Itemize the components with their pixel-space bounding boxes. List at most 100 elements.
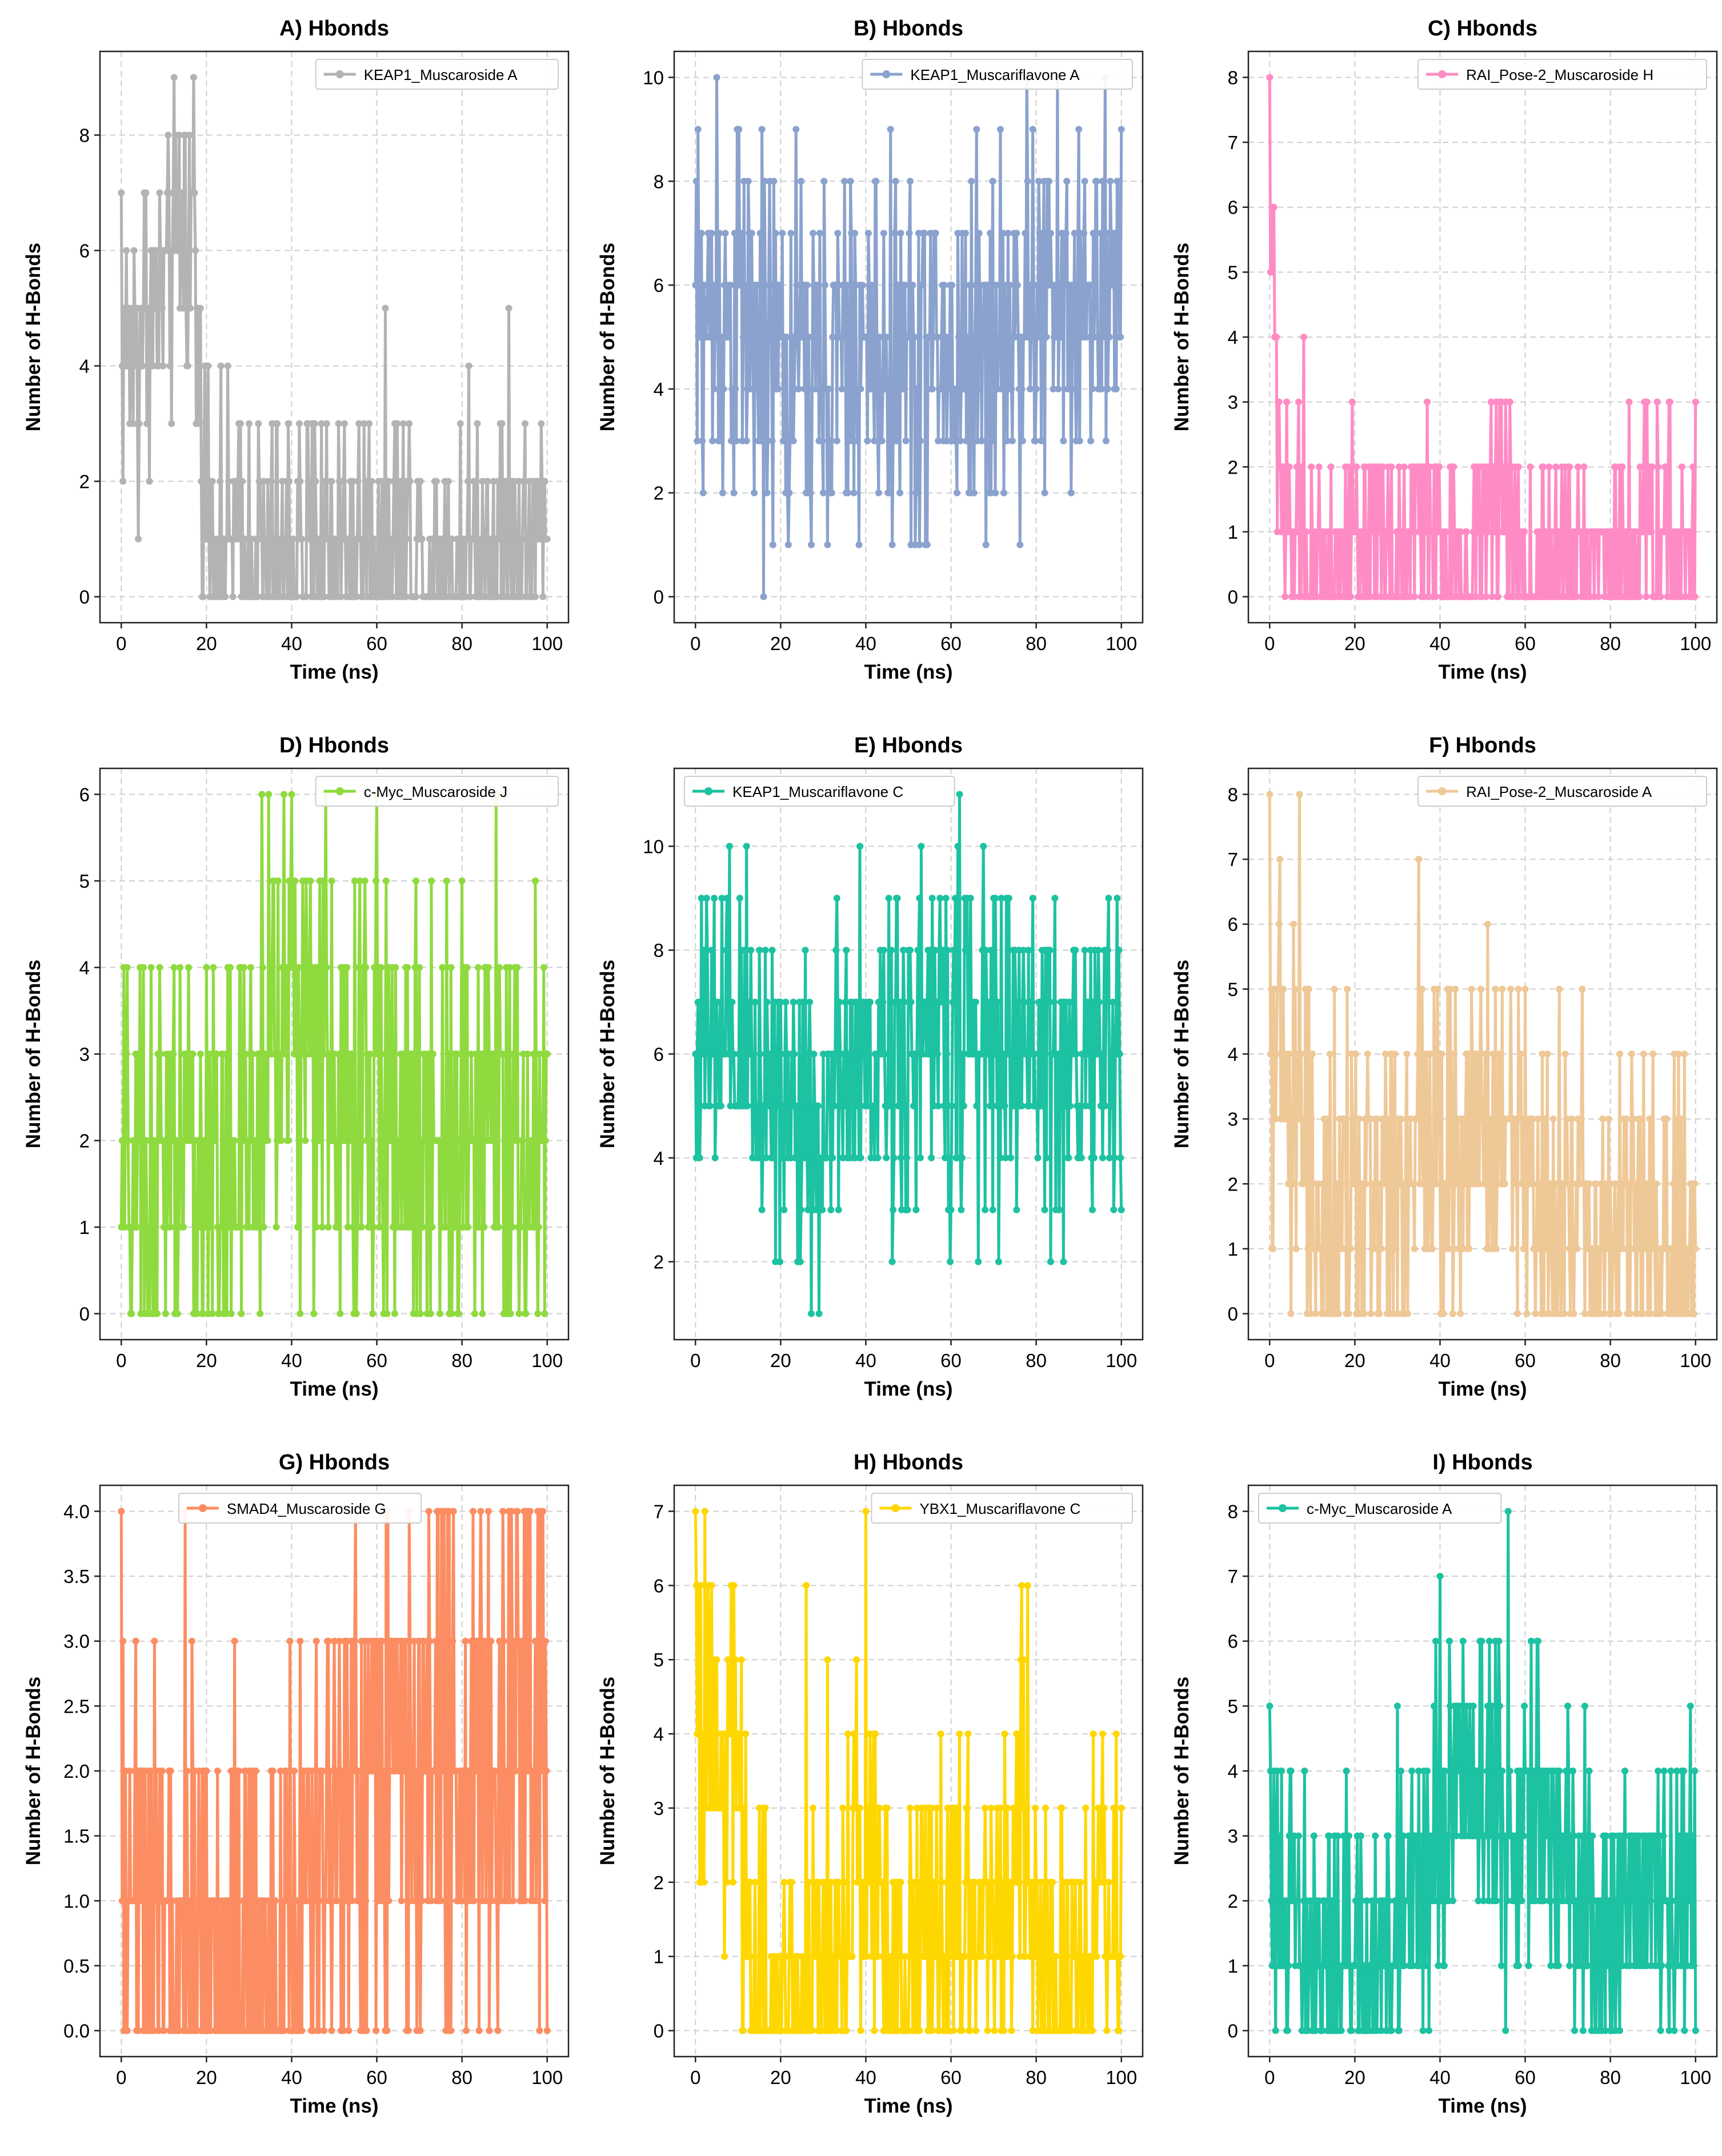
data-point	[1091, 1154, 1098, 1161]
data-point	[185, 1897, 193, 1905]
data-point	[318, 420, 325, 427]
data-point	[1105, 1878, 1112, 1886]
data-point	[1301, 1180, 1308, 1188]
data-point	[1306, 1180, 1313, 1188]
data-point	[1422, 1180, 1429, 1188]
data-point	[1442, 528, 1449, 535]
data-point	[779, 230, 786, 237]
data-point	[374, 1051, 381, 1057]
data-point	[1686, 1245, 1693, 1252]
data-point	[1502, 2027, 1509, 2034]
legend-marker	[704, 787, 712, 795]
data-point	[844, 1730, 852, 1738]
data-point	[297, 1637, 304, 1645]
x-tick-label: 80	[1026, 633, 1047, 654]
data-point	[1429, 528, 1436, 535]
data-point	[907, 178, 914, 185]
legend-marker	[882, 70, 891, 78]
data-point	[869, 1878, 876, 1886]
data-point	[824, 385, 832, 392]
data-point	[815, 1310, 823, 1317]
data-point	[340, 2027, 347, 2034]
data-point	[333, 535, 339, 543]
data-point	[829, 1154, 836, 1161]
data-point	[1660, 1768, 1668, 1774]
data-point	[829, 334, 836, 340]
legend-box	[1417, 59, 1707, 90]
data-point	[418, 535, 426, 543]
data-point	[524, 535, 532, 543]
data-point	[1360, 1310, 1368, 1317]
data-point	[416, 964, 423, 971]
data-point	[463, 964, 471, 971]
data-point	[1639, 528, 1647, 535]
data-point	[1025, 947, 1032, 954]
data-point	[1275, 985, 1282, 993]
data-point	[196, 1224, 203, 1231]
data-point	[1117, 1953, 1124, 1960]
y-tick-label: 7	[1228, 132, 1238, 153]
data-point	[399, 420, 407, 427]
data-point	[1003, 1804, 1011, 1812]
data-point	[159, 362, 167, 370]
data-point	[464, 478, 472, 485]
data-point	[399, 1137, 406, 1144]
data-point	[1023, 1804, 1031, 1812]
x-tick-label: 100	[1680, 633, 1711, 654]
data-point	[802, 947, 809, 954]
data-point	[694, 437, 701, 444]
data-point	[118, 1137, 126, 1144]
data-point	[801, 385, 808, 392]
data-point	[740, 1804, 748, 1812]
data-point	[1069, 282, 1076, 289]
legend-box	[684, 776, 955, 807]
x-tick-label: 80	[451, 2067, 472, 2088]
data-point	[353, 1310, 360, 1317]
data-point	[417, 2027, 424, 2034]
data-point	[1107, 178, 1114, 185]
data-point	[1506, 1768, 1513, 1774]
data-point	[1319, 2027, 1326, 2034]
data-point	[1556, 985, 1563, 993]
data-point	[368, 1137, 375, 1144]
data-point	[385, 478, 393, 485]
data-point	[543, 1768, 550, 1774]
x-tick-label: 0	[116, 2067, 126, 2088]
y-tick-label: 3	[1228, 1826, 1238, 1847]
data-point	[961, 385, 968, 392]
data-point	[158, 304, 166, 312]
data-point	[1528, 1637, 1535, 1645]
data-point	[1404, 1897, 1411, 1905]
data-point	[793, 1102, 800, 1109]
data-point	[777, 282, 784, 289]
data-point	[1002, 334, 1009, 340]
series-line	[694, 1510, 1123, 2032]
data-point	[894, 895, 901, 902]
data-point	[1047, 1258, 1054, 1265]
data-point	[812, 1953, 819, 1960]
data-point	[923, 1878, 931, 1886]
data-point	[1018, 1102, 1026, 1109]
y-tick-label: 4	[1228, 327, 1238, 348]
data-point	[1488, 593, 1496, 600]
data-point	[935, 1102, 942, 1109]
data-point	[1537, 1245, 1544, 1252]
data-point	[857, 385, 864, 392]
data-point	[456, 1137, 464, 1144]
data-point	[1599, 1115, 1607, 1123]
chart-title: G) Hbonds	[279, 1450, 390, 1474]
data-point	[711, 1154, 719, 1161]
data-point	[542, 1637, 549, 1645]
data-point	[206, 1051, 214, 1057]
data-point	[1355, 1115, 1363, 1123]
data-point	[1570, 1832, 1577, 1840]
data-point	[484, 478, 491, 485]
data-point	[1663, 528, 1670, 535]
data-point	[1117, 334, 1124, 340]
data-point	[1268, 1962, 1276, 1969]
data-point	[984, 999, 991, 1006]
data-point	[810, 1051, 818, 1057]
data-point	[1689, 463, 1697, 471]
data-point	[1494, 593, 1501, 600]
